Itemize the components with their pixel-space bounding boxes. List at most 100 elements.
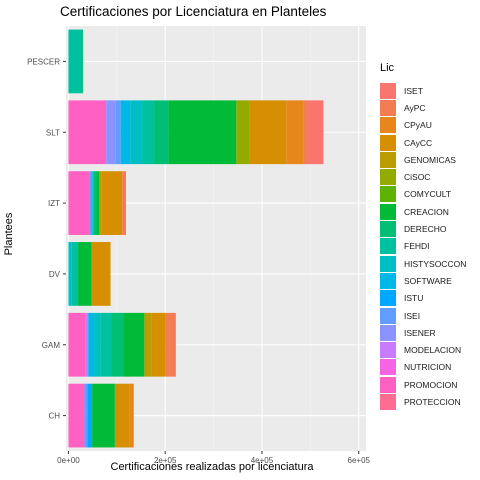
bar-segment-izt-histysoccon bbox=[92, 171, 93, 235]
bar-segment-dv-histysoccon bbox=[68, 242, 71, 306]
legend-item: ISEI bbox=[380, 307, 466, 324]
legend-item: PROMOCION bbox=[380, 376, 466, 393]
legend-label: DERECHO bbox=[404, 224, 447, 234]
legend-swatch bbox=[380, 186, 396, 202]
bar-segment-izt-isei bbox=[89, 171, 92, 235]
legend-swatch bbox=[380, 359, 396, 375]
legend-label: FEHDI bbox=[404, 241, 430, 251]
legend-swatch bbox=[380, 342, 396, 358]
bar-segment-dv-caycc bbox=[92, 242, 111, 306]
bar-segment-ch-caycc bbox=[115, 384, 130, 448]
y-axis-label: Plantees bbox=[3, 199, 15, 269]
bar-segment-ch-promocion bbox=[68, 384, 84, 448]
legend-item: MODELACION bbox=[380, 341, 466, 358]
bar-segment-dv-fehdi bbox=[72, 242, 78, 306]
legend-item: NUTRICION bbox=[380, 359, 466, 376]
legend-swatch bbox=[380, 238, 396, 254]
bar-segment-gam-aypc bbox=[166, 313, 176, 377]
legend-item: SOFTWARE bbox=[380, 272, 466, 289]
legend-item: DERECHO bbox=[380, 220, 466, 237]
legend-label: PROMOCION bbox=[404, 380, 457, 390]
legend-swatch bbox=[380, 152, 396, 168]
legend-swatch bbox=[380, 169, 396, 185]
bar-segment-slt-histysoccon bbox=[130, 100, 142, 164]
legend-swatch bbox=[380, 308, 396, 324]
legend-label: CREACION bbox=[404, 207, 449, 217]
bar-segment-slt-derecho bbox=[154, 100, 169, 164]
legend-swatch bbox=[380, 135, 396, 151]
legend-label: ISTU bbox=[404, 293, 423, 303]
bar-segment-izt-genomicas bbox=[99, 171, 101, 235]
legend-label: ISENER bbox=[404, 328, 436, 338]
legend-swatch bbox=[380, 273, 396, 289]
legend-label: COMYCULT bbox=[404, 189, 451, 199]
legend-item: AyPC bbox=[380, 99, 466, 116]
legend-swatch bbox=[380, 290, 396, 306]
bar-segment-ch-isei bbox=[84, 384, 87, 448]
legend-item: CREACION bbox=[380, 203, 466, 220]
legend-swatch bbox=[380, 204, 396, 220]
bar-segment-slt-isei bbox=[116, 100, 121, 164]
legend-label: MODELACION bbox=[404, 345, 461, 355]
legend-swatch bbox=[380, 377, 396, 393]
bar-segment-slt-cpyau bbox=[286, 100, 303, 164]
bar-segment-izt-derecho bbox=[94, 171, 97, 235]
bar-segment-slt-iset bbox=[307, 100, 323, 164]
legend-item: ISTU bbox=[380, 290, 466, 307]
bar-segment-gam-caycc bbox=[151, 313, 166, 377]
bar-segment-gam-fehdi bbox=[100, 313, 111, 377]
legend-item: HISTYSOCCON bbox=[380, 255, 466, 272]
y-tick-label: DV bbox=[49, 270, 61, 279]
bar-segment-izt-aypc bbox=[122, 171, 126, 235]
bar-segment-gam-derecho bbox=[111, 313, 123, 377]
bar-segment-izt-creacion bbox=[96, 171, 99, 235]
bar-segment-slt-fehdi bbox=[142, 100, 154, 164]
bar-segment-gam-promocion bbox=[68, 313, 85, 377]
legend-item: PROTECCION bbox=[380, 393, 466, 410]
legend-label: HISTYSOCCON bbox=[404, 259, 466, 269]
legend-item: COMYCULT bbox=[380, 186, 466, 203]
legend-swatch bbox=[380, 117, 396, 133]
bar-segment-izt-promocion bbox=[68, 171, 89, 235]
bar-segment-slt-cisoc bbox=[236, 100, 250, 164]
bar-segment-gam-histysoccon bbox=[94, 313, 100, 377]
legend-label: CAyCC bbox=[404, 138, 432, 148]
bar-segment-ch-cpyau bbox=[129, 384, 133, 448]
legend-item: CAyCC bbox=[380, 134, 466, 151]
bar-segment-slt-promocion bbox=[68, 100, 106, 164]
bar-segment-izt-caycc bbox=[102, 171, 122, 235]
legend-item: FEHDI bbox=[380, 238, 466, 255]
y-tick-label: PESCER bbox=[27, 57, 60, 66]
bar-segment-dv-creacion bbox=[78, 242, 92, 306]
bar-segment-ch-istu bbox=[87, 384, 92, 448]
legend-label: CPyAU bbox=[404, 120, 432, 130]
bar-segment-gam-creacion bbox=[123, 313, 144, 377]
bar-segment-gam-software bbox=[88, 313, 94, 377]
y-tick-label: GAM bbox=[42, 341, 61, 350]
legend-item: ISENER bbox=[380, 324, 466, 341]
legend-swatch bbox=[380, 394, 396, 410]
legend-label: NUTRICION bbox=[404, 362, 451, 372]
x-axis-label: Certificaciones realizadas por licenciat… bbox=[72, 461, 352, 473]
y-tick-label: IZT bbox=[48, 199, 60, 208]
legend-label: SOFTWARE bbox=[404, 276, 452, 286]
bar-segment-slt-creacion bbox=[169, 100, 237, 164]
legend-title: Lic bbox=[380, 62, 466, 74]
bar-segment-slt-caycc bbox=[250, 100, 286, 164]
legend-label: GENOMICAS bbox=[404, 155, 456, 165]
legend-items: ISET AyPC CPyAU CAyCC GENOMICAS CiSOC COMYCULT… bbox=[380, 82, 466, 411]
legend-label: PROTECCION bbox=[404, 397, 461, 407]
legend-swatch bbox=[380, 83, 396, 99]
legend-item: ISET bbox=[380, 82, 466, 99]
legend: Lic ISET AyPC CPyAU CAyCC GENOMICAS CiSOC COMY… bbox=[380, 62, 466, 411]
legend-swatch bbox=[380, 221, 396, 237]
bar-segment-gam-modelacion bbox=[85, 313, 88, 377]
bar-segment-pescer-fehdi bbox=[68, 30, 81, 94]
y-tick-label: SLT bbox=[46, 128, 60, 137]
bar-segment-slt-aypc bbox=[303, 100, 307, 164]
legend-label: ISEI bbox=[404, 311, 420, 321]
chart-title: Certificaciones por Licenciatura en Plan… bbox=[60, 4, 326, 19]
legend-item: CiSOC bbox=[380, 168, 466, 185]
legend-item: GENOMICAS bbox=[380, 151, 466, 168]
bar-segment-slt-isener bbox=[106, 100, 116, 164]
